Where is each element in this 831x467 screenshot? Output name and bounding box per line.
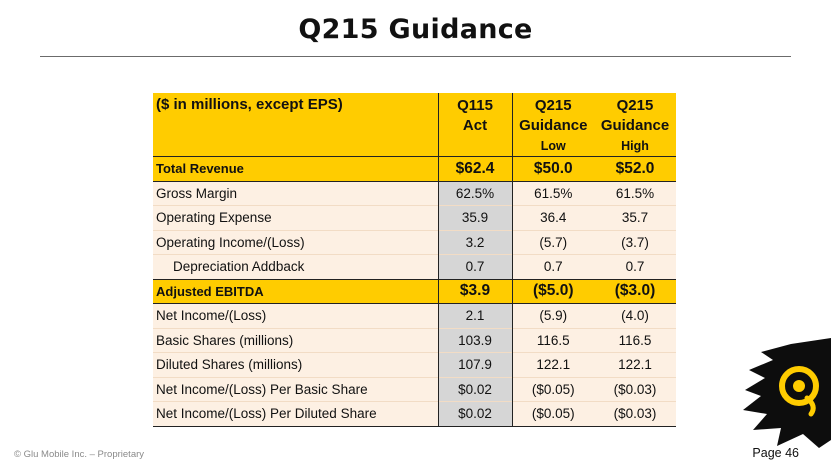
cell-act: 2.1 xyxy=(437,303,513,328)
cell-low: 61.5% xyxy=(512,180,594,206)
table-header-row: ($ in millions, except EPS) Q115 Act Q21… xyxy=(153,93,676,157)
cell-high: ($0.03) xyxy=(594,376,676,402)
page-number: Page 46 xyxy=(752,446,799,460)
table-row-total-revenue: Total Revenue $62.4 $50.0 $52.0 xyxy=(153,156,676,182)
header-low-line1: Q215 xyxy=(534,97,572,114)
header-q115-line2: Act xyxy=(462,117,488,134)
row-label: Net Income/(Loss) Per Diluted Share xyxy=(153,401,438,427)
header-label: ($ in millions, except EPS) xyxy=(153,93,438,157)
header-q215-low: Q215 Guidance Low xyxy=(512,93,594,157)
table-row-adjusted-ebitda: Adjusted EBITDA $3.9 ($5.0) ($3.0) xyxy=(153,278,676,304)
row-label: Net Income/(Loss) Per Basic Share xyxy=(153,376,438,402)
cell-low: 122.1 xyxy=(512,352,594,377)
row-label: Total Revenue xyxy=(153,156,438,182)
header-q215-high: Q215 Guidance High xyxy=(594,93,676,157)
cell-low: $50.0 xyxy=(512,156,594,182)
cell-act: $62.4 xyxy=(437,156,513,182)
table-row: Net Income/(Loss) Per Basic Share $0.02 … xyxy=(153,376,676,402)
cell-low: ($5.0) xyxy=(512,278,594,304)
page-title: Q215 Guidance xyxy=(298,14,533,45)
table-row: Basic Shares (millions) 103.9 116.5 116.… xyxy=(153,327,676,353)
header-high-line3: High xyxy=(621,139,649,153)
guidance-table: ($ in millions, except EPS) Q115 Act Q21… xyxy=(153,93,676,427)
cell-high: (4.0) xyxy=(594,303,676,328)
cell-low: ($0.05) xyxy=(512,401,594,427)
cell-low: (5.9) xyxy=(512,303,594,328)
cell-high: 35.7 xyxy=(594,205,676,230)
cell-high: ($3.0) xyxy=(594,278,676,304)
header-q115-act: Q115 Act xyxy=(437,93,513,157)
row-label: Gross Margin xyxy=(153,180,438,206)
cell-act: 62.5% xyxy=(437,180,513,206)
table-row: Operating Expense 35.9 36.4 35.7 xyxy=(153,205,676,230)
row-label: Adjusted EBITDA xyxy=(153,278,438,304)
row-label: Basic Shares (millions) xyxy=(153,327,438,353)
title-divider xyxy=(40,56,791,57)
row-label: Net Income/(Loss) xyxy=(153,303,438,328)
header-low-line2: Guidance xyxy=(519,117,588,134)
glu-logo-icon xyxy=(731,330,831,450)
cell-low: ($0.05) xyxy=(512,376,594,402)
header-high-line2: Guidance xyxy=(600,117,670,134)
row-label: Diluted Shares (millions) xyxy=(153,352,438,377)
cell-act: 103.9 xyxy=(437,327,513,353)
table-row: Net Income/(Loss) 2.1 (5.9) (4.0) xyxy=(153,303,676,328)
table-row: Depreciation Addback 0.7 0.7 0.7 xyxy=(153,254,676,279)
cell-act: $0.02 xyxy=(437,401,513,427)
cell-act: $3.9 xyxy=(437,278,513,304)
cell-high: (3.7) xyxy=(594,229,676,255)
cell-act: $0.02 xyxy=(437,376,513,402)
cell-low: (5.7) xyxy=(512,229,594,255)
header-high-line1: Q215 xyxy=(616,97,654,114)
cell-act: 0.7 xyxy=(437,254,513,279)
table-row: Operating Income/(Loss) 3.2 (5.7) (3.7) xyxy=(153,229,676,255)
row-label: Depreciation Addback xyxy=(153,254,438,279)
cell-low: 36.4 xyxy=(512,205,594,230)
table-row: Net Income/(Loss) Per Diluted Share $0.0… xyxy=(153,401,676,427)
header-low-line3: Low xyxy=(540,139,566,153)
cell-act: 35.9 xyxy=(437,205,513,230)
cell-high: 0.7 xyxy=(594,254,676,279)
cell-high: $52.0 xyxy=(594,156,676,182)
footer-copyright: © Glu Mobile Inc. – Proprietary xyxy=(14,449,145,460)
cell-high: 122.1 xyxy=(594,352,676,377)
row-label: Operating Expense xyxy=(153,205,438,230)
cell-high: 116.5 xyxy=(594,327,676,353)
table-row: Gross Margin 62.5% 61.5% 61.5% xyxy=(153,180,676,206)
table-row: Diluted Shares (millions) 107.9 122.1 12… xyxy=(153,352,676,377)
cell-act: 107.9 xyxy=(437,352,513,377)
cell-low: 116.5 xyxy=(512,327,594,353)
cell-low: 0.7 xyxy=(512,254,594,279)
row-label: Operating Income/(Loss) xyxy=(153,229,438,255)
cell-high: ($0.03) xyxy=(594,401,676,427)
cell-act: 3.2 xyxy=(437,229,513,255)
cell-high: 61.5% xyxy=(594,180,676,206)
header-q115-line1: Q115 xyxy=(457,97,493,114)
